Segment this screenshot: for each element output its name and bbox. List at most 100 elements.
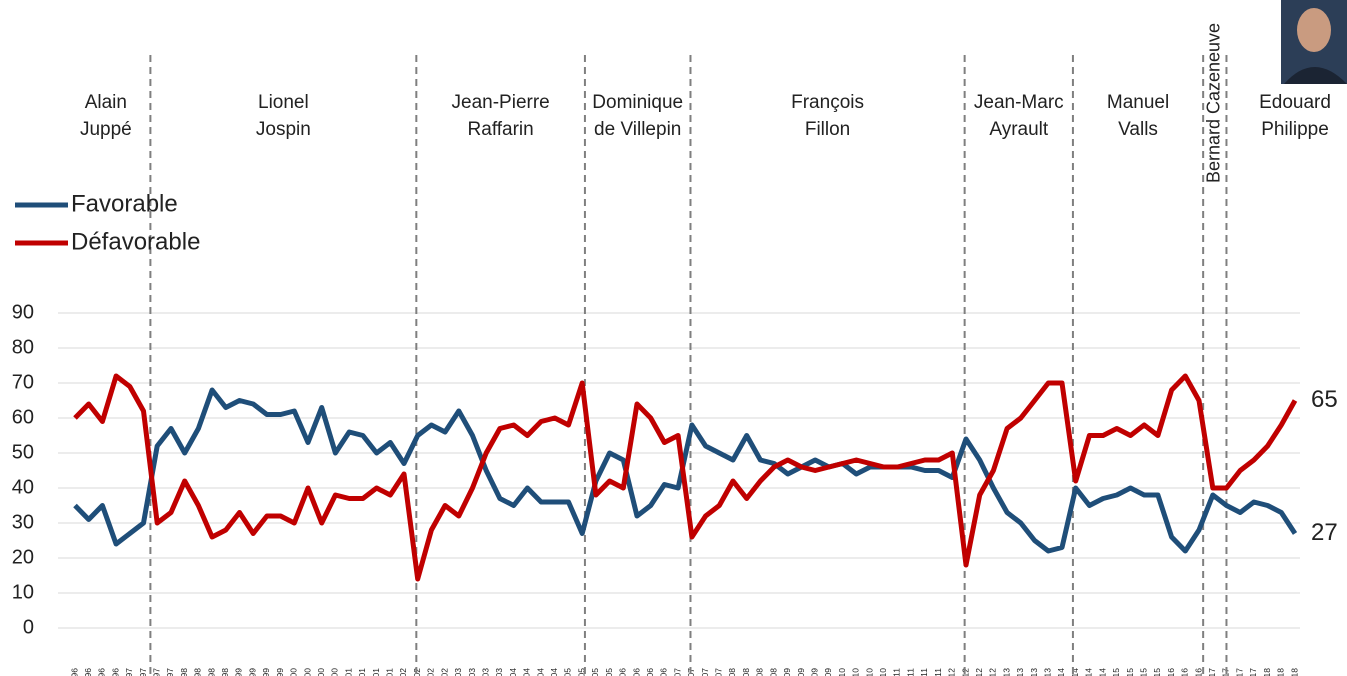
y-tick-label: 90 (12, 301, 34, 323)
x-tick-label: Avr.06 (631, 668, 641, 676)
x-tick-label: Nov.17 (1248, 668, 1258, 676)
x-tick-label: Jan.04 (508, 668, 518, 676)
x-tick-label: Juil.05 (590, 668, 600, 676)
x-tick-label: Jan.05 (563, 668, 573, 676)
chart: 0102030405060708090Jan.96Avr.96Juil.96Oc… (0, 0, 1347, 676)
x-tick-label: Juil.17 (1234, 668, 1244, 676)
y-tick-label: 30 (12, 511, 34, 533)
x-tick-label: Avr.00 (302, 668, 312, 676)
x-tick-label: Juil.10 (864, 668, 874, 676)
x-tick-label: Jan.08 (727, 668, 737, 676)
x-tick-label: Juil.96 (97, 668, 107, 676)
x-tick-label: Juil.98 (206, 668, 216, 676)
pm-label: Raffarin (468, 119, 534, 140)
x-tick-label: Juil.09 (809, 668, 819, 676)
y-tick-label: 20 (12, 546, 34, 568)
pm-label: Philippe (1261, 119, 1329, 140)
portrait-face (1297, 8, 1331, 52)
x-tick-label: Juin.16 (1180, 668, 1190, 676)
x-tick-label: Oct.97 (165, 668, 175, 676)
x-tick-label: Jan.12 (947, 668, 957, 676)
y-tick-label: 70 (12, 371, 34, 393)
x-tick-label: Avr.13 (1015, 668, 1025, 676)
y-tick-label: 40 (12, 476, 34, 498)
x-tick-label: Janv.17 (1207, 668, 1217, 676)
x-tick-label: Juil.01 (371, 668, 381, 676)
x-tick-label: Juil.12 (974, 668, 984, 676)
x-tick-label: Oct.05 (604, 668, 614, 676)
x-tick-label: Juil.06 (645, 668, 655, 676)
y-tick-label: 80 (12, 336, 34, 358)
pm-label: Ayrault (989, 119, 1049, 140)
x-tick-label: Avr.15 (1125, 668, 1135, 676)
x-tick-label: Oct.13 (1043, 668, 1053, 676)
x-tick-label: Jan.11 (892, 668, 902, 676)
x-tick-label: Oct.00 (330, 668, 340, 676)
pm-label: Alain (85, 92, 127, 113)
x-tick-label: Oct.98 (220, 668, 230, 676)
x-tick-label: Jan.00 (289, 668, 299, 676)
pm-label: Dominique (592, 92, 683, 113)
x-tick-label: Oct.07 (714, 668, 724, 676)
x-tick-label: Avr.10 (851, 668, 861, 676)
x-tick-label: Jan.02 (398, 668, 408, 676)
x-tick-label: Mai.18 (1276, 668, 1286, 676)
x-tick-label: Avr.96 (83, 668, 93, 676)
pm-label: François (791, 92, 864, 113)
x-tick-label: Avr.97 (138, 668, 148, 676)
x-tick-label: Oct.16 (1193, 668, 1203, 676)
pm-label: Manuel (1107, 92, 1169, 113)
x-tick-label: Nov.15 (1152, 668, 1162, 676)
x-tick-label: Jan.01 (343, 668, 353, 676)
pm-label: Jean-Marc (974, 92, 1064, 113)
x-tick-label: Avr.11 (905, 668, 915, 676)
x-tick-label: Oct.99 (275, 668, 285, 676)
x-tick-label: Jan.98 (179, 668, 189, 676)
x-tick-label: Jan.14 (1056, 668, 1066, 676)
x-tick-label: Sep.18 (1289, 668, 1299, 676)
y-tick-label: 10 (12, 581, 34, 603)
x-tick-label: Juil.14 (1084, 668, 1094, 676)
portrait (1281, 0, 1347, 84)
x-tick-label: Juil.08 (755, 668, 765, 676)
x-tick-label: Juil.04 (535, 668, 545, 676)
x-tick-label: Juil.00 (316, 668, 326, 676)
x-tick-label: Avr.04 (522, 668, 532, 676)
end-label: 27 (1311, 519, 1338, 546)
x-tick-label: Avr.08 (741, 668, 751, 676)
x-tick-label: Jan.03 (453, 668, 463, 676)
x-tick-label: Fév.18 (1262, 668, 1272, 676)
x-tick-label: Jan.97 (124, 668, 134, 676)
pm-label: de Villepin (594, 119, 681, 140)
x-tick-label: Jan.99 (234, 668, 244, 676)
x-tick-label: Avril.09 (796, 668, 806, 676)
pm-label: Edouard (1259, 92, 1331, 113)
pm-label: Jospin (256, 119, 311, 140)
x-tick-label: Oct.01 (385, 668, 395, 676)
x-tick-label: Oct.02 (439, 668, 449, 676)
pm-label: Juppé (80, 119, 132, 140)
legend-label: Défavorable (71, 228, 200, 255)
x-tick-label: Oct.12 (988, 668, 998, 676)
x-tick-label: Avr.14 (1070, 668, 1080, 676)
x-tick-label: Mars.16 (1166, 668, 1176, 676)
x-tick-label: Oct.96 (110, 668, 120, 676)
x-tick-label: Juil.07 (700, 668, 710, 676)
x-tick-label: Avr.01 (357, 668, 367, 676)
y-tick-label: 0 (23, 616, 34, 638)
x-tick-label: Juil.13 (1029, 668, 1039, 676)
x-tick-label: Juil.11 (919, 668, 929, 676)
x-tick-label: Jan.10 (837, 668, 847, 676)
x-tick-label: Juil.03 (480, 668, 490, 676)
x-tick-label: Jan.07 (672, 668, 682, 676)
x-tick-label: Jan.15 (1111, 668, 1121, 676)
y-tick-label: 60 (12, 406, 34, 428)
x-tick-label: Oct.04 (549, 668, 559, 676)
pm-label: Lionel (258, 92, 309, 113)
x-tick-label: Jan.13 (1001, 668, 1011, 676)
pm-label: Bernard Cazeneuve (1204, 23, 1224, 183)
x-tick-label: Oct.11 (933, 668, 943, 676)
x-tick-label: Avr.99 (247, 668, 257, 676)
x-tick-label: Oct.14 (1097, 668, 1107, 676)
x-tick-label: Avr.98 (193, 668, 203, 676)
